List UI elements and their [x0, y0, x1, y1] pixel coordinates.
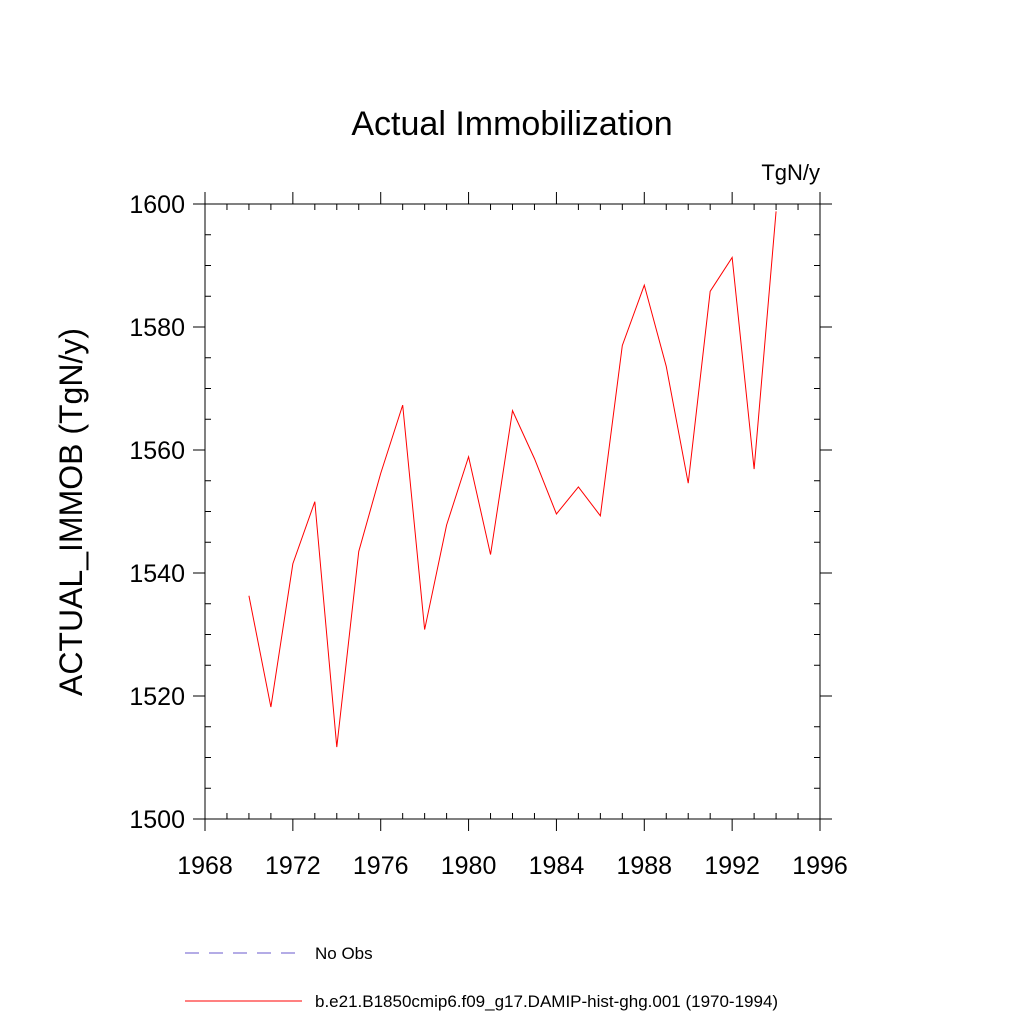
y-tick-label: 1520 — [129, 683, 185, 711]
y-tick-label: 1540 — [129, 560, 185, 588]
x-tick-label: 1980 — [441, 852, 497, 880]
x-tick-label: 1968 — [177, 852, 233, 880]
y-tick-label: 1600 — [129, 191, 185, 219]
axis-ticks — [193, 192, 832, 831]
y-tick-label: 1560 — [129, 437, 185, 465]
plot-frame — [204, 203, 821, 820]
x-tick-label: 1984 — [529, 852, 585, 880]
x-tick-label: 1972 — [265, 852, 321, 880]
data-series — [248, 211, 777, 748]
legend: No Obs b.e21.B1850cmip6.f09_g17.DAMIP-his… — [185, 944, 778, 1011]
chart-title: Actual Immobilization — [351, 105, 672, 143]
legend-label: b.e21.B1850cmip6.f09_g17.DAMIP-hist-ghg.… — [315, 992, 778, 1011]
y-tick-label: 1580 — [129, 314, 185, 342]
x-tick-label: 1988 — [616, 852, 672, 880]
legend-label: No Obs — [315, 944, 373, 963]
x-tick-label: 1996 — [792, 852, 848, 880]
y-tick-label: 1500 — [129, 806, 185, 834]
x-tick-label: 1976 — [353, 852, 409, 880]
axis-tick-labels: 1968 1972 1976 1980 1984 1988 1992 1996 1500 1520… — [129, 191, 847, 880]
x-tick-label: 1992 — [704, 852, 760, 880]
units-label: TgN/y — [761, 160, 820, 185]
series-line-1 — [248, 211, 777, 748]
y-axis-label: ACTUAL_IMMOB (TgN/y) — [53, 328, 89, 696]
